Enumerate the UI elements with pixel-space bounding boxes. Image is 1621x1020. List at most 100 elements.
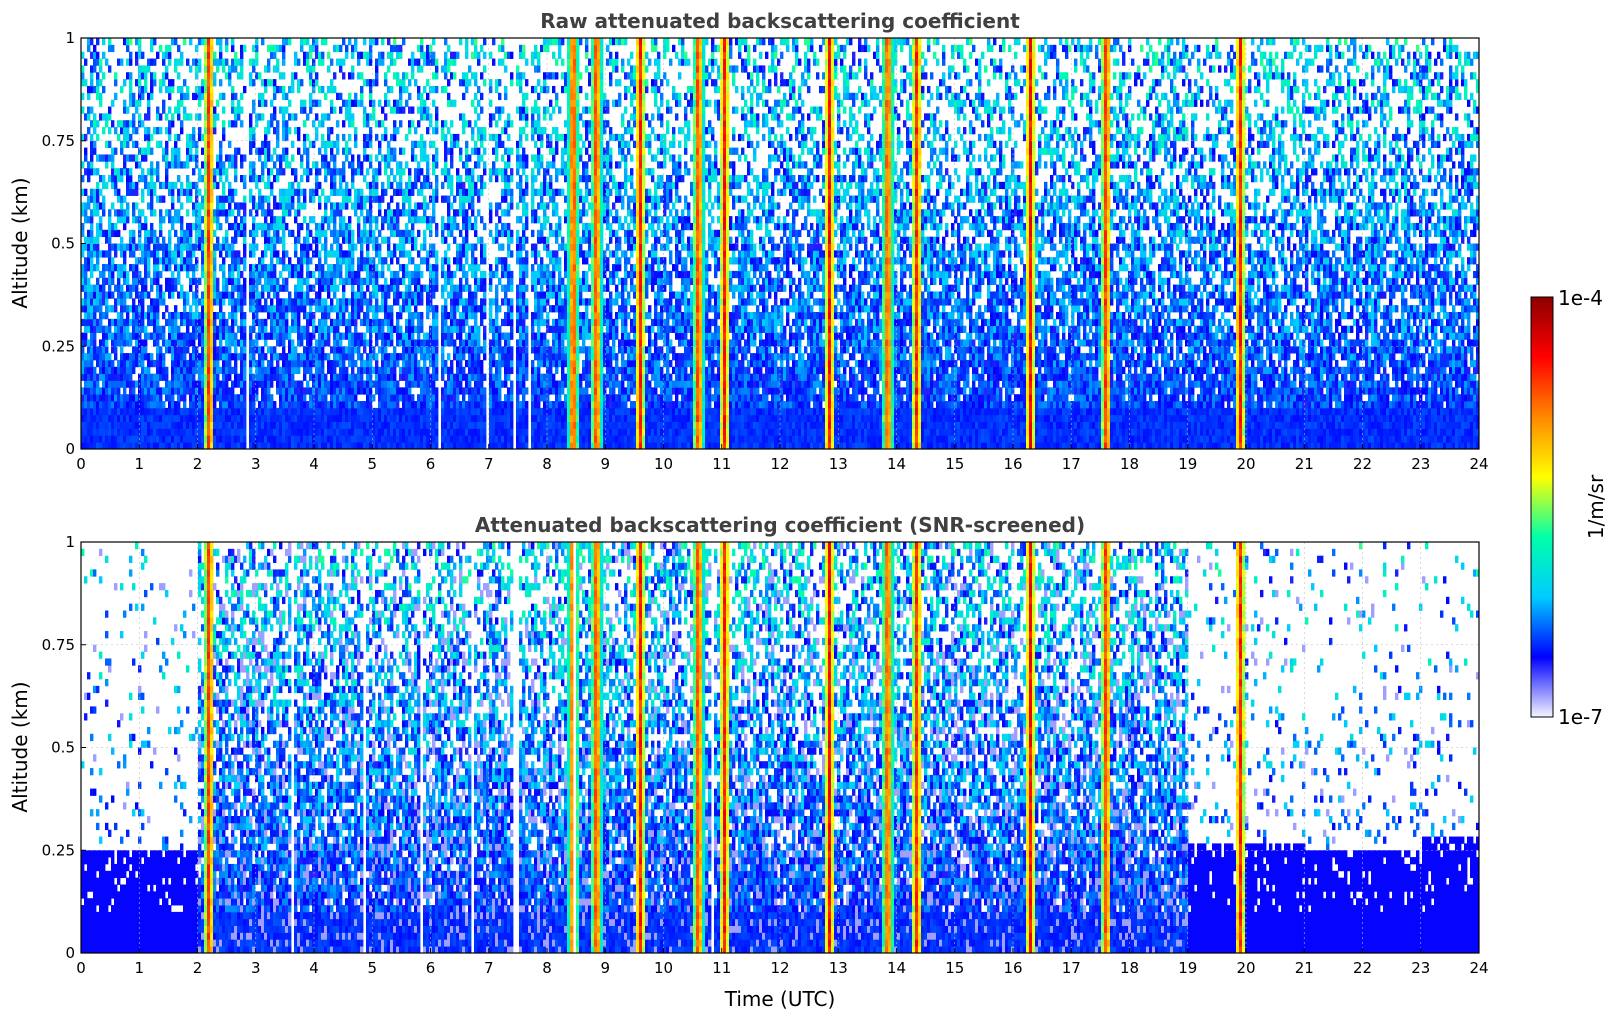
heatmap-cell	[276, 374, 279, 381]
heatmap-cell	[390, 271, 393, 278]
heatmap-cell	[450, 72, 453, 79]
heatmap-cell	[168, 86, 171, 93]
heatmap-cell	[174, 339, 177, 346]
heatmap-cell	[114, 127, 117, 134]
heatmap-cell	[249, 264, 252, 271]
heatmap-cell	[243, 442, 246, 449]
heatmap-cell	[336, 381, 339, 388]
heatmap-cell	[171, 79, 174, 86]
heatmap-cell	[384, 374, 387, 381]
heatmap-cell	[93, 401, 96, 408]
heatmap-cell	[447, 209, 450, 216]
heatmap-cell	[354, 428, 357, 435]
heatmap-cell	[153, 422, 156, 429]
heatmap-cell	[342, 298, 345, 305]
heatmap-cell	[339, 182, 342, 189]
heatmap-cell	[108, 401, 111, 408]
heatmap-cell	[138, 346, 141, 353]
heatmap-cell	[273, 230, 276, 237]
heatmap-cell	[339, 264, 342, 271]
heatmap-cell	[393, 107, 396, 114]
heatmap-cell	[132, 154, 135, 161]
heatmap-cell	[93, 113, 96, 120]
heatmap-cell	[417, 120, 420, 127]
heatmap-cell	[264, 148, 267, 155]
heatmap-cell	[177, 161, 180, 168]
heatmap-cell	[195, 346, 198, 353]
heatmap-cell	[207, 367, 210, 374]
heatmap-cell	[234, 113, 237, 120]
heatmap-cell	[417, 291, 420, 298]
heatmap-cell	[267, 45, 270, 52]
heatmap-cell	[327, 415, 330, 422]
heatmap-cell	[351, 168, 354, 175]
heatmap-cell	[387, 422, 390, 429]
heatmap-cell	[210, 387, 213, 394]
heatmap-cell	[90, 271, 93, 278]
heatmap-cell	[414, 367, 417, 374]
heatmap-cell	[117, 435, 120, 442]
heatmap-cell	[234, 346, 237, 353]
heatmap-cell	[276, 360, 279, 367]
heatmap-cell	[204, 86, 207, 93]
heatmap-cell	[213, 250, 216, 257]
heatmap-cell	[99, 65, 102, 72]
heatmap-cell	[186, 257, 189, 264]
heatmap-cell	[156, 244, 159, 251]
heatmap-cell	[138, 408, 141, 415]
heatmap-cell	[423, 230, 426, 237]
heatmap-cell	[327, 196, 330, 203]
heatmap-cell	[84, 59, 87, 66]
heatmap-cell	[264, 230, 267, 237]
heatmap-cell	[132, 264, 135, 271]
heatmap-cell	[225, 209, 228, 216]
heatmap-cell	[330, 86, 333, 93]
heatmap-cell	[189, 65, 192, 72]
heatmap-cell	[222, 291, 225, 298]
heatmap-cell	[444, 422, 447, 429]
heatmap-cell	[354, 312, 357, 319]
heatmap-cell	[390, 387, 393, 394]
heatmap-cell	[279, 367, 282, 374]
heatmap-cell	[120, 202, 123, 209]
heatmap-cell	[333, 107, 336, 114]
heatmap-cell	[285, 374, 288, 381]
heatmap-cell	[459, 401, 462, 408]
heatmap-cell	[114, 428, 117, 435]
heatmap-cell	[189, 230, 192, 237]
heatmap-cell	[204, 339, 207, 346]
heatmap-cell	[273, 161, 276, 168]
heatmap-cell	[261, 79, 264, 86]
heatmap-cell	[291, 394, 294, 401]
heatmap-cell	[141, 312, 144, 319]
heatmap-cell	[345, 52, 348, 59]
heatmap-cell	[276, 305, 279, 312]
heatmap-cell	[450, 305, 453, 312]
heatmap-cell	[228, 442, 231, 449]
heatmap-cell	[432, 52, 435, 59]
heatmap-cell	[456, 401, 459, 408]
heatmap-cell	[216, 202, 219, 209]
heatmap-cell	[237, 264, 240, 271]
heatmap-cell	[348, 134, 351, 141]
heatmap-cell	[270, 120, 273, 127]
heatmap-cell	[141, 93, 144, 100]
heatmap-cell	[84, 79, 87, 86]
heatmap-cell	[429, 52, 432, 59]
heatmap-cell	[435, 394, 438, 401]
heatmap-cell	[183, 305, 186, 312]
heatmap-cell	[264, 367, 267, 374]
heatmap-cell	[156, 374, 159, 381]
heatmap-cell	[399, 353, 402, 360]
heatmap-cell	[198, 189, 201, 196]
heatmap-cell	[162, 442, 165, 449]
heatmap-cell	[264, 394, 267, 401]
heatmap-cell	[348, 257, 351, 264]
heatmap-cell	[294, 305, 297, 312]
heatmap-cell	[396, 202, 399, 209]
heatmap-cell	[450, 339, 453, 346]
heatmap-cell	[123, 428, 126, 435]
heatmap-cell	[357, 333, 360, 340]
heatmap-cell	[174, 408, 177, 415]
heatmap-cell	[399, 278, 402, 285]
